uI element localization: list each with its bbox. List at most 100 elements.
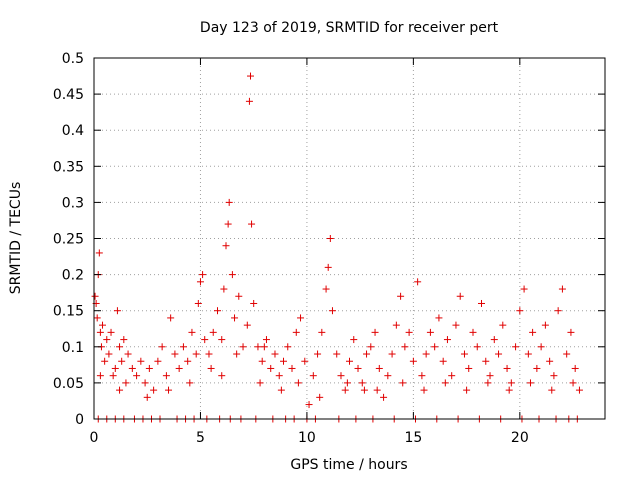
data-point (218, 372, 226, 380)
data-point (162, 372, 170, 380)
data-point (435, 314, 443, 322)
data-point (246, 72, 254, 80)
data-point (239, 343, 247, 351)
data-point (316, 393, 324, 401)
data-point (448, 372, 456, 380)
data-point (548, 386, 556, 394)
data-point (373, 386, 381, 394)
data-point (101, 357, 109, 365)
data-point (207, 364, 215, 372)
data-point (409, 357, 417, 365)
data-point (533, 364, 541, 372)
x-tick-label: 0 (90, 430, 99, 446)
x-tick-label: 15 (404, 430, 422, 446)
data-point (277, 386, 285, 394)
data-point (324, 263, 332, 271)
data-point (122, 379, 130, 387)
data-point (192, 350, 200, 358)
data-point (328, 307, 336, 315)
data-point (213, 307, 221, 315)
data-point (529, 328, 537, 336)
data-point (384, 372, 392, 380)
data-point (452, 321, 460, 329)
data-point (188, 328, 196, 336)
y-tick-label: 0.15 (53, 304, 84, 320)
data-point (118, 357, 126, 365)
data-point (314, 350, 322, 358)
data-point (150, 386, 158, 394)
y-tick-label: 0.1 (62, 340, 84, 356)
data-point (184, 357, 192, 365)
data-point (165, 386, 173, 394)
data-point (179, 343, 187, 351)
data-point (143, 393, 151, 401)
y-tick-label: 0.4 (62, 123, 84, 139)
y-tick-label: 0.35 (53, 159, 84, 175)
data-point (333, 350, 341, 358)
data-point (392, 321, 400, 329)
data-point (482, 357, 490, 365)
data-point (397, 292, 405, 300)
data-point (569, 379, 577, 387)
data-point (322, 285, 330, 293)
data-point (133, 372, 141, 380)
y-tick-label: 0 (75, 412, 84, 428)
data-point (154, 357, 162, 365)
chart-title: Day 123 of 2019, SRMTID for receiver per… (200, 20, 499, 36)
data-point (441, 379, 449, 387)
x-tick-label: 10 (298, 430, 316, 446)
data-point (294, 379, 302, 387)
data-point (309, 372, 317, 380)
data-point (128, 364, 136, 372)
data-point (199, 271, 207, 279)
data-point (354, 364, 362, 372)
data-point (460, 350, 468, 358)
data-point (218, 336, 226, 344)
data-point (107, 328, 115, 336)
y-tick-label: 0.5 (62, 51, 84, 67)
data-point (486, 372, 494, 380)
data-point (109, 372, 117, 380)
y-tick-label: 0.05 (53, 376, 84, 392)
data-point (95, 249, 103, 257)
data-point (116, 343, 124, 351)
data-point (120, 336, 128, 344)
data-point (418, 372, 426, 380)
y-tick-label: 0.45 (53, 87, 84, 103)
data-point (186, 379, 194, 387)
data-point (260, 343, 268, 351)
data-point (575, 386, 583, 394)
data-point (507, 379, 515, 387)
y-tick-label: 0.2 (62, 268, 84, 284)
data-point (228, 271, 236, 279)
data-point (346, 357, 353, 365)
data-point (371, 328, 379, 336)
data-point (380, 393, 388, 401)
x-tick-label: 5 (196, 430, 205, 446)
data-point (93, 314, 101, 322)
data-point (171, 350, 179, 358)
data-point (297, 314, 305, 322)
data-point (254, 343, 262, 351)
data-point (550, 372, 558, 380)
data-point (205, 350, 213, 358)
data-point (250, 299, 258, 307)
data-point (414, 278, 422, 286)
data-point (111, 364, 119, 372)
data-point (201, 336, 209, 344)
data-point (284, 343, 292, 351)
grid-layer (94, 58, 605, 419)
data-point (194, 299, 202, 307)
data-point (343, 379, 351, 387)
data-point (91, 292, 99, 300)
data-point (567, 328, 575, 336)
data-point (495, 350, 503, 358)
data-point (137, 357, 145, 365)
data-point (225, 198, 233, 206)
data-point (431, 343, 439, 351)
data-point (388, 350, 396, 358)
data-point (275, 372, 283, 380)
data-point (209, 328, 217, 336)
data-point (96, 372, 104, 380)
data-point (96, 328, 104, 336)
